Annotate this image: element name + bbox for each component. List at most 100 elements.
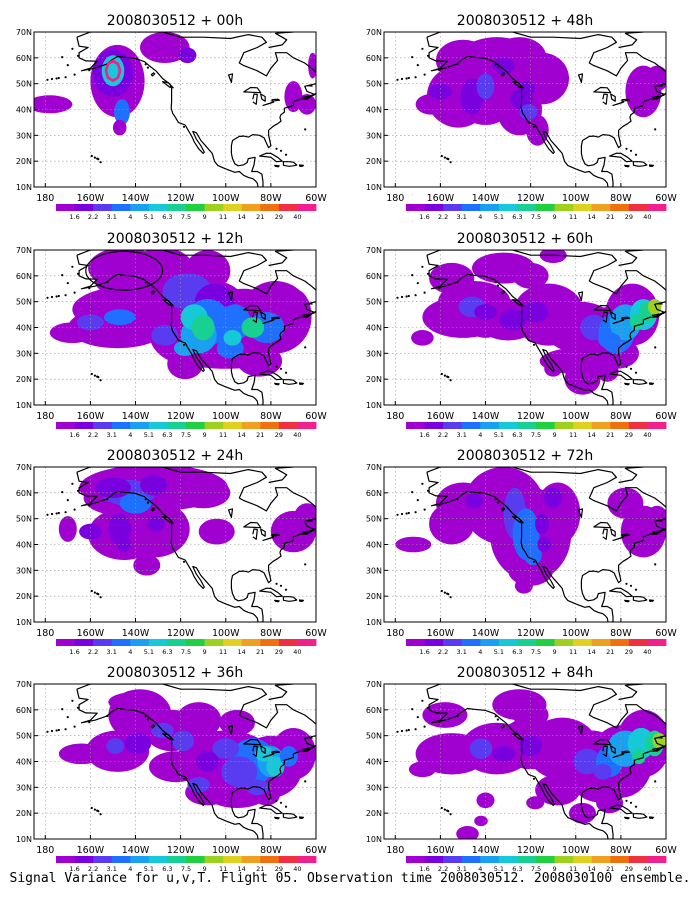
colorbar-label: 6.3 xyxy=(162,648,172,656)
variance-contour xyxy=(519,735,542,757)
coastline xyxy=(426,37,609,187)
colorbar-swatch xyxy=(297,422,317,429)
lat-label: 60N xyxy=(16,54,32,63)
island xyxy=(396,513,399,516)
colorbar-label: 40 xyxy=(293,865,301,873)
colorbar-label: 29 xyxy=(625,865,633,873)
colorbar-label: 2.2 xyxy=(438,648,448,656)
coastline xyxy=(298,164,304,167)
colorbar-swatch xyxy=(536,422,555,429)
island xyxy=(423,291,426,294)
coastline xyxy=(651,92,666,100)
colorbar-label: 14 xyxy=(238,648,246,656)
colorbar-swatch xyxy=(130,856,150,863)
colorbar: 1.6 2.2 3.1 4 5.1 6.3 7.5 9 11 14 21 29 40 xyxy=(56,422,317,439)
coastline xyxy=(609,370,633,381)
colorbar-label: 21 xyxy=(606,648,614,656)
island xyxy=(99,379,102,382)
colorbar-swatch xyxy=(647,639,667,646)
coastline xyxy=(282,161,298,167)
variance-contour xyxy=(219,709,255,736)
coastline xyxy=(618,684,644,701)
colorbar-swatch xyxy=(130,422,150,429)
lat-label: 10N xyxy=(366,618,382,627)
island xyxy=(456,280,459,284)
coastline xyxy=(150,290,156,295)
lon-label: 120W xyxy=(517,845,545,856)
colorbar-label: 4 xyxy=(128,431,132,439)
colorbar-label: 1.6 xyxy=(419,431,429,439)
island xyxy=(76,54,80,57)
lat-label: 60N xyxy=(366,706,382,715)
island xyxy=(61,56,64,59)
island xyxy=(532,777,536,780)
variance-contour xyxy=(521,301,549,323)
coastline xyxy=(426,472,609,622)
island xyxy=(61,708,64,711)
colorbar-swatch xyxy=(554,639,574,646)
coastline xyxy=(259,587,283,598)
coastline xyxy=(656,302,663,305)
colorbar-swatch xyxy=(498,856,518,863)
island xyxy=(411,708,414,711)
coastline xyxy=(260,528,266,537)
island xyxy=(438,287,441,290)
colorbar-label: 14 xyxy=(238,865,246,873)
coastline xyxy=(150,72,156,77)
lat-lon-grid xyxy=(384,684,666,839)
lon-label: 60W xyxy=(655,193,677,204)
island xyxy=(64,294,67,297)
coastline xyxy=(593,86,612,94)
colorbar-label: 40 xyxy=(643,431,651,439)
lon-label: 120W xyxy=(517,193,545,204)
lon-label: 160W xyxy=(77,411,105,422)
panel-title: 2008030512 + 84h xyxy=(457,665,593,681)
lon-label: 100W xyxy=(212,628,240,639)
island xyxy=(182,343,186,346)
island xyxy=(146,718,149,721)
coastline xyxy=(271,98,281,102)
lon-label: 60W xyxy=(655,411,677,422)
island xyxy=(496,66,499,69)
panel-title: 2008030512 + 72h xyxy=(457,448,593,464)
island xyxy=(407,76,410,80)
colorbar-label: 29 xyxy=(275,648,283,656)
colorbar-swatch xyxy=(517,204,537,211)
island xyxy=(634,805,638,808)
island xyxy=(61,274,64,277)
map-panel: 2008030512 + 24h 10N 20N 30N 40N 50N 60N 70N 180… xyxy=(16,448,328,656)
lon-label: 80W xyxy=(260,845,282,856)
island xyxy=(182,125,186,128)
colorbar-label: 7.5 xyxy=(181,865,191,873)
coastline xyxy=(271,750,281,754)
colorbar-swatch xyxy=(93,204,113,211)
island xyxy=(275,582,278,585)
colorbar-label: 5.1 xyxy=(494,865,504,873)
island xyxy=(654,563,657,566)
lat-label: 70N xyxy=(366,463,382,472)
island xyxy=(304,346,307,349)
coastline xyxy=(602,528,608,540)
lon-label: 140W xyxy=(122,193,150,204)
colorbar-label: 29 xyxy=(625,648,633,656)
island xyxy=(625,582,628,585)
lat-label: 30N xyxy=(366,349,382,358)
lat-label: 50N xyxy=(16,80,32,89)
map-area xyxy=(384,32,666,187)
variance-contour xyxy=(106,738,125,754)
colorbar-swatch xyxy=(111,856,131,863)
colorbar-swatch xyxy=(223,204,243,211)
colorbar-swatch xyxy=(186,204,205,211)
lat-label: 60N xyxy=(16,706,32,715)
island xyxy=(144,498,147,501)
coastline xyxy=(426,250,666,405)
coastline xyxy=(512,733,524,741)
colorbar-swatch xyxy=(56,639,75,646)
island xyxy=(71,265,74,268)
variance-contour xyxy=(171,730,195,752)
island xyxy=(73,508,76,511)
island xyxy=(407,294,410,298)
lat-label: 10N xyxy=(16,835,32,844)
colorbar-swatch xyxy=(480,204,500,211)
variance-contour xyxy=(535,513,549,535)
